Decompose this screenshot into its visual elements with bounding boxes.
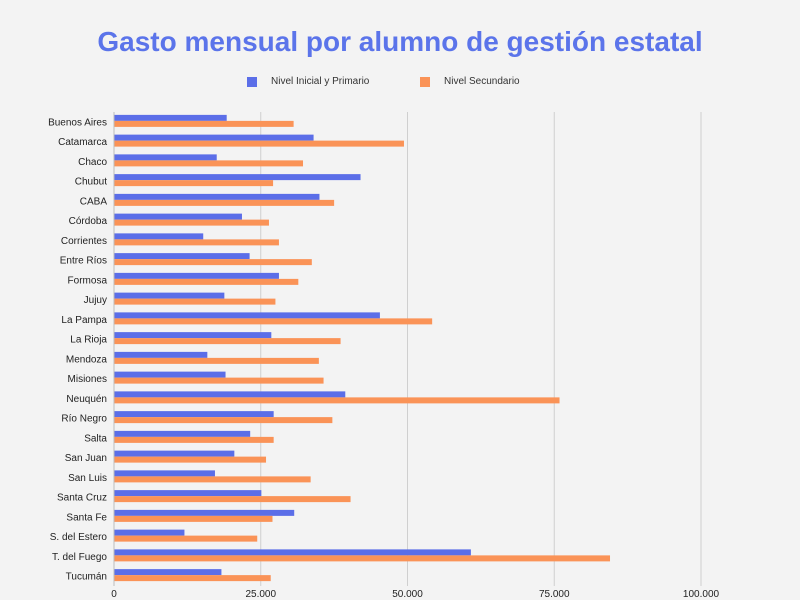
bar-secundario xyxy=(114,417,333,424)
category-label: Río Negro xyxy=(61,414,107,425)
bar-secundario xyxy=(114,298,276,305)
category-label: Buenos Aires xyxy=(48,117,107,128)
category-label: San Luis xyxy=(68,473,107,484)
bar-secundario xyxy=(114,120,294,127)
category-label: Jujuy xyxy=(84,295,107,306)
bar-secundario xyxy=(114,199,335,206)
bar-secundario xyxy=(114,397,560,404)
category-label: La Rioja xyxy=(70,335,107,346)
category-label: Santa Fe xyxy=(66,512,107,523)
bar-primario xyxy=(114,430,251,437)
bar-primario xyxy=(114,351,208,358)
chart-title: Gasto mensual por alumno de gestión esta… xyxy=(97,26,703,57)
bar-primario xyxy=(114,114,227,121)
legend-swatch-primario xyxy=(247,76,257,87)
bar-secundario xyxy=(114,140,404,147)
category-label: Córdoba xyxy=(69,216,108,227)
bar-secundario xyxy=(114,535,258,542)
category-label: CABA xyxy=(80,196,108,207)
category-label: Chaco xyxy=(78,157,107,168)
x-tick-label: 75.000 xyxy=(539,589,570,600)
category-label: Mendoza xyxy=(66,354,108,365)
bar-secundario xyxy=(114,436,274,443)
bar-secundario xyxy=(114,318,433,325)
bar-secundario xyxy=(114,357,319,364)
x-tick-label: 0 xyxy=(111,589,117,600)
bar-primario xyxy=(114,371,226,378)
category-label: Formosa xyxy=(68,275,108,286)
category-label: Santa Cruz xyxy=(57,493,107,504)
bar-primario xyxy=(114,490,262,497)
bar-primario xyxy=(114,292,225,299)
legend-label-secundario: Nivel Secundario xyxy=(444,76,520,87)
legend-item-primario: Nivel Inicial y Primario xyxy=(247,76,369,87)
bar-secundario xyxy=(114,180,274,187)
x-tick-label: 25.000 xyxy=(245,589,276,600)
legend-swatch-secundario xyxy=(420,76,430,87)
legend-item-secundario: Nivel Secundario xyxy=(420,76,520,87)
bar-primario xyxy=(114,569,222,576)
bar-secundario xyxy=(114,555,611,562)
category-label: Chubut xyxy=(75,177,107,188)
bar-primario xyxy=(114,391,346,398)
bar-secundario xyxy=(114,476,311,483)
x-tick-label: 100.000 xyxy=(683,589,720,600)
bar-secundario xyxy=(114,377,324,384)
bar-secundario xyxy=(114,456,267,463)
bar-secundario xyxy=(114,575,271,582)
category-label: Tucumán xyxy=(66,572,107,583)
bar-secundario xyxy=(114,515,273,522)
x-tick-label: 50.000 xyxy=(392,589,423,600)
bar-primario xyxy=(114,154,217,161)
bar-secundario xyxy=(114,278,299,285)
bar-primario xyxy=(114,509,295,516)
category-label: Corrientes xyxy=(61,236,107,247)
bar-primario xyxy=(114,174,361,181)
bar-primario xyxy=(114,193,320,200)
category-label: S. del Estero xyxy=(50,532,108,543)
bar-primario xyxy=(114,233,204,240)
bar-secundario xyxy=(114,160,304,167)
bar-primario xyxy=(114,470,215,477)
category-label: Neuquén xyxy=(66,394,107,405)
category-label: Catamarca xyxy=(58,137,107,148)
category-label: La Pampa xyxy=(61,315,107,326)
category-label: San Juan xyxy=(65,453,107,464)
bar-primario xyxy=(114,529,185,536)
category-label: Entre Ríos xyxy=(60,256,107,267)
category-label: Salta xyxy=(84,433,107,444)
bar-secundario xyxy=(114,338,341,345)
bar-primario xyxy=(114,450,235,457)
bar-primario xyxy=(114,134,314,141)
bar-primario xyxy=(114,253,250,260)
category-label: Misiones xyxy=(68,374,107,385)
bar-primario xyxy=(114,213,242,220)
legend-label-primario: Nivel Inicial y Primario xyxy=(271,76,370,87)
category-label: T. del Fuego xyxy=(52,552,107,563)
bar-primario xyxy=(114,549,471,556)
bar-secundario xyxy=(114,496,351,503)
bar-secundario xyxy=(114,259,312,266)
bar-secundario xyxy=(114,219,269,226)
bar-secundario xyxy=(114,239,279,246)
bar-primario xyxy=(114,332,272,339)
bar-primario xyxy=(114,272,279,279)
bar-primario xyxy=(114,312,380,319)
bar-primario xyxy=(114,411,274,418)
legend: Nivel Inicial y Primario Nivel Secundari… xyxy=(0,76,800,92)
